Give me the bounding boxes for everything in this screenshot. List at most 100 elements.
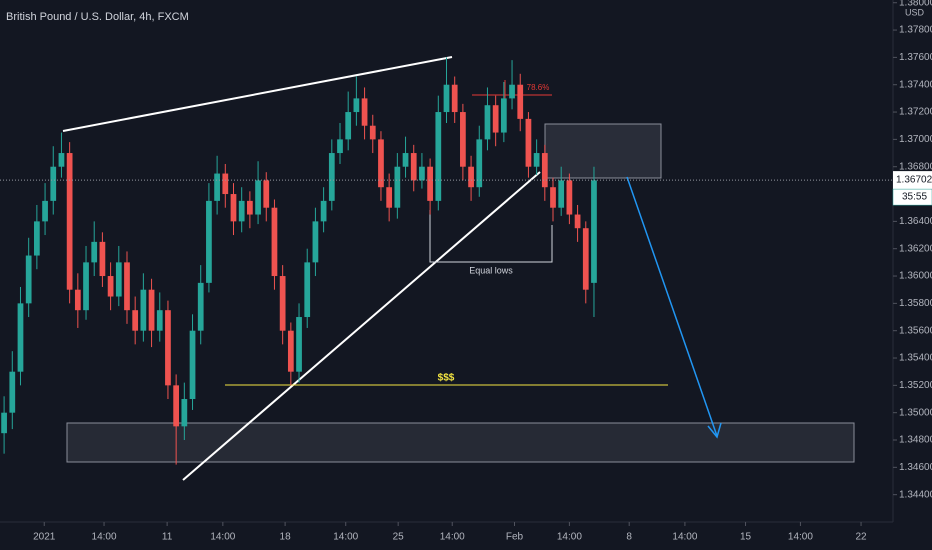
candle-body xyxy=(214,173,220,201)
countdown-box xyxy=(892,188,932,206)
candle-body xyxy=(541,153,548,188)
y-tick-label: 1.38000 xyxy=(899,0,932,8)
projection-arrow xyxy=(626,176,718,437)
candle-body xyxy=(99,241,106,277)
y-tick-label: 1.35800 xyxy=(899,298,932,309)
fib-label: 78.6% xyxy=(527,83,550,92)
x-tick-label: Feb xyxy=(506,532,524,543)
candle-body xyxy=(435,112,442,201)
x-tick-label: 14:00 xyxy=(672,532,697,543)
candle-body xyxy=(533,153,540,167)
y-tick-label: 1.37800 xyxy=(899,25,932,36)
candle-body xyxy=(378,139,384,188)
candle-body xyxy=(509,84,515,99)
x-tick-label: 14:00 xyxy=(788,532,813,543)
last-price-label: 1.36702 xyxy=(896,175,932,186)
y-tick-label: 1.37400 xyxy=(899,79,932,90)
candle-body xyxy=(427,166,433,201)
candle-body xyxy=(296,317,302,372)
candle-body xyxy=(181,399,188,427)
y-tick-label: 1.34800 xyxy=(899,435,932,446)
candle-body xyxy=(460,112,466,167)
drawings: $$$ Equal lows 78.6% xyxy=(1,56,855,481)
candle-body xyxy=(402,153,409,167)
x-tick-label: 25 xyxy=(393,532,405,543)
equal-lows-label: Equal lows xyxy=(469,265,513,275)
candle-body xyxy=(132,310,139,331)
candle-body xyxy=(279,276,286,331)
x-tick-label: 14:00 xyxy=(440,532,465,543)
candle-body xyxy=(206,200,212,283)
y-tick-label: 1.36800 xyxy=(899,161,932,172)
candle-body xyxy=(50,166,57,201)
candle-body xyxy=(247,200,253,215)
y-tick-label: 1.35200 xyxy=(899,380,932,391)
candle-body xyxy=(230,194,237,222)
candle-body xyxy=(9,371,16,413)
x-tick-label: 14:00 xyxy=(210,532,235,543)
candle-body xyxy=(238,200,245,222)
y-tick-label: 1.36000 xyxy=(899,271,932,282)
candle-body xyxy=(361,98,368,126)
candle-body xyxy=(550,187,556,208)
candle-body xyxy=(394,166,401,208)
candle-body xyxy=(173,385,180,427)
candle-body xyxy=(42,200,48,222)
candle-body xyxy=(255,180,261,215)
candle-body xyxy=(337,139,343,154)
candle-body xyxy=(517,84,524,119)
arrow-head xyxy=(707,422,722,439)
candle-body xyxy=(582,228,589,290)
y-tick-label: 1.35400 xyxy=(899,353,932,364)
candle-body xyxy=(263,180,270,208)
candle-body xyxy=(115,262,122,297)
candle-body xyxy=(312,221,319,263)
y-tick-label: 1.37600 xyxy=(899,52,932,63)
countdown-label: 35:55 xyxy=(902,192,927,203)
candle-body xyxy=(165,310,171,386)
equal-lows-bracket xyxy=(429,210,553,263)
y-tick-label: 1.34400 xyxy=(899,489,932,500)
candle-body xyxy=(484,105,491,140)
trend-line xyxy=(182,171,541,481)
candle-body xyxy=(148,289,155,331)
x-tick-label: 18 xyxy=(280,532,292,543)
candle-body xyxy=(83,262,89,311)
x-tick-label: 14:00 xyxy=(92,532,117,543)
candle-body xyxy=(345,112,352,140)
last-price-box xyxy=(893,171,932,190)
candle-body xyxy=(353,98,360,113)
candle-body xyxy=(140,289,147,331)
candle-body xyxy=(476,139,483,188)
candle-body xyxy=(386,187,393,208)
candle-body xyxy=(107,276,114,297)
supply-zone xyxy=(544,123,662,179)
candle-body xyxy=(525,118,532,167)
y-tick-label: 1.36200 xyxy=(899,243,932,254)
y-tick-label: 1.35600 xyxy=(899,325,932,336)
candle-body xyxy=(492,105,499,133)
candle-body xyxy=(574,214,581,229)
candle-body xyxy=(500,98,507,133)
candle-body xyxy=(58,153,65,167)
candle-body xyxy=(156,310,163,331)
candle-body xyxy=(271,207,278,277)
candle-body xyxy=(17,303,24,372)
candle-body xyxy=(124,262,130,311)
candle-body xyxy=(558,180,565,208)
candle-body xyxy=(320,200,327,222)
x-tick-label: 15 xyxy=(740,532,752,543)
trend-line xyxy=(62,56,453,132)
x-tick-label: 11 xyxy=(162,532,173,543)
candle-body xyxy=(33,221,40,256)
candle-body xyxy=(222,173,229,195)
candle-body xyxy=(304,262,311,318)
chart-title: British Pound / U.S. Dollar, 4h, FXCM xyxy=(6,11,189,23)
x-tick-label: 14:00 xyxy=(333,532,358,543)
candle-body xyxy=(91,241,98,263)
x-tick-label: 2021 xyxy=(33,532,56,543)
candle-body xyxy=(419,166,425,181)
x-tick-label: 8 xyxy=(626,532,632,543)
